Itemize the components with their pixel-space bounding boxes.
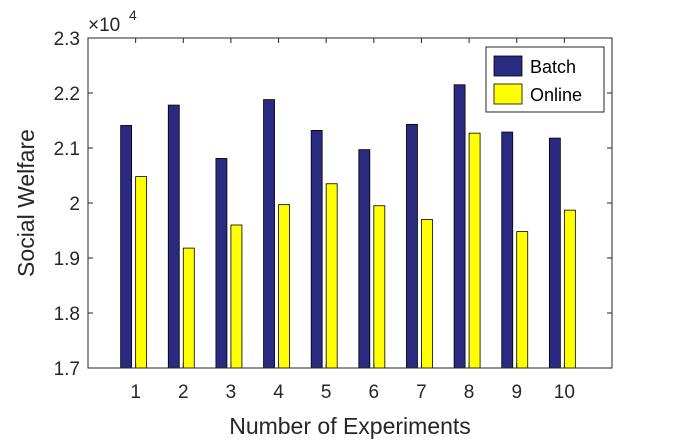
bar-batch-3 — [215, 158, 228, 369]
bar-online-4 — [278, 204, 290, 369]
bar-online-9 — [516, 231, 529, 369]
bar-batch-4 — [263, 99, 275, 369]
x-tick-label: 6 — [369, 382, 380, 403]
bar-online-2 — [182, 247, 195, 369]
x-tick-label: 10 — [554, 382, 575, 403]
x-tick-label: 5 — [321, 382, 332, 403]
bar-batch-7 — [406, 123, 418, 369]
bar-batch-1 — [120, 125, 133, 369]
y-tick-label: 2.1 — [54, 139, 80, 160]
bar-batch-2 — [167, 104, 180, 369]
y-multiplier-exponent: 4 — [129, 7, 137, 23]
x-tick-label: 2 — [178, 382, 189, 403]
y-axis-label: Social Welfare — [13, 129, 39, 277]
plot-frame — [87, 37, 613, 369]
legend-label-online: Online — [530, 85, 582, 105]
bar-online-1 — [135, 176, 148, 369]
legend: Batch Online — [485, 46, 605, 113]
x-tick-label: 9 — [511, 382, 522, 403]
bar-batch-10 — [548, 137, 561, 369]
y-tick-label: 1.9 — [54, 249, 80, 270]
legend-label-batch: Batch — [530, 57, 576, 77]
bar-batch-9 — [501, 131, 514, 369]
bar-online-7 — [421, 219, 433, 369]
x-tick-label: 1 — [130, 382, 141, 403]
x-tick-label: 3 — [226, 382, 237, 403]
ticks-layer: 1 2 3 4 5 6 7 8 9 10 1.7 1.8 1.9 2 2.1 2.2 2.3 — [54, 29, 612, 403]
bar-batch-8 — [453, 84, 466, 369]
y-tick-label: 2 — [69, 194, 80, 215]
y-tick-label: 2.2 — [54, 84, 80, 105]
y-tick-label: 2.3 — [54, 29, 80, 50]
bar-batch-6 — [358, 149, 371, 369]
x-tick-label: 8 — [464, 382, 475, 403]
bar-batch-5 — [310, 129, 323, 369]
legend-swatch-batch — [493, 55, 523, 77]
x-axis-label: Number of Experiments — [229, 413, 471, 439]
bar-online-6 — [373, 205, 386, 369]
bar-online-10 — [563, 209, 576, 369]
legend-swatch-online — [493, 83, 523, 105]
bar-online-3 — [230, 224, 243, 369]
y-tick-label: 1.8 — [54, 304, 80, 325]
bar-online-8 — [468, 132, 481, 369]
y-multiplier-base: ×10 — [88, 15, 120, 36]
x-tick-label: 7 — [416, 382, 427, 403]
bar-online-5 — [325, 183, 338, 369]
x-tick-label: 4 — [273, 382, 284, 403]
y-tick-label: 1.7 — [54, 359, 80, 380]
